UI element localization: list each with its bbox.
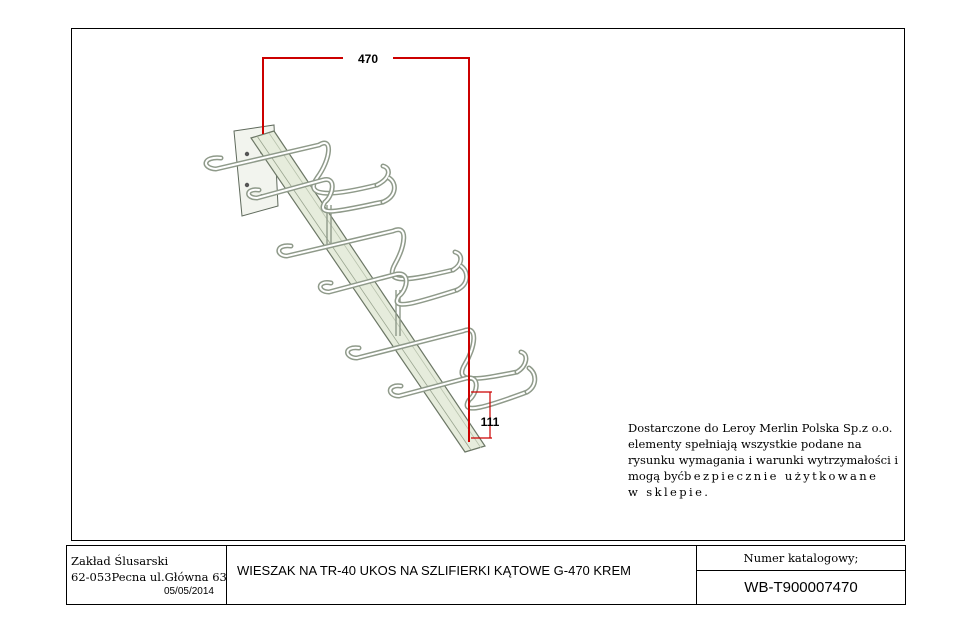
technical-drawing: 470 111 <box>203 52 538 453</box>
note-line-5: w sklepie. <box>628 485 711 499</box>
drawing-date: 05/05/2014 <box>163 586 214 597</box>
note-line-2: elementy spełniają wszystkie podane na <box>628 437 862 451</box>
dimension-470: 470 <box>262 52 470 442</box>
compliance-note: Dostarczone do Leroy Merlin Polska Sp.z … <box>628 420 908 500</box>
hanger-middle <box>276 227 469 307</box>
catalog-number: WB-T900007470 <box>744 579 858 596</box>
dimension-470-label: 470 <box>358 52 378 66</box>
description-cell: WIESZAK NA TR-40 UKOS NA SZLIFIERKI KĄTO… <box>227 546 697 604</box>
note-line-3: rysunku wymagania i warunki wytrzymałośc… <box>628 453 899 467</box>
hanger-top <box>203 140 397 214</box>
product-description: WIESZAK NA TR-40 UKOS NA SZLIFIERKI KĄTO… <box>237 563 631 578</box>
company-cell: Zakład Ślusarski 62-053Pecna ul.Główna 6… <box>67 546 227 604</box>
dimension-111-label: 111 <box>481 415 500 429</box>
drawing-frame <box>71 28 905 541</box>
catalog-label: Numer katalogowy; <box>697 546 905 571</box>
company-address: 62-053Pecna ul.Główna 63 <box>71 570 227 584</box>
title-block: Zakład Ślusarski 62-053Pecna ul.Główna 6… <box>66 545 906 605</box>
wire-hangers <box>203 140 538 411</box>
note-line-4a: mogą być <box>628 469 685 483</box>
note-line-4: mogą byćbezpiecznie użytkowane <box>628 468 908 484</box>
company-name: Zakład Ślusarski <box>71 554 169 568</box>
hanger-bottom <box>345 327 538 411</box>
dimension-111: 111 <box>471 391 500 439</box>
note-line-1: Dostarczone do Leroy Merlin Polska Sp.z … <box>628 421 893 435</box>
note-line-4b: bezpiecznie użytkowane <box>684 469 879 483</box>
catalog-cell: Numer katalogowy; WB-T900007470 <box>697 546 905 604</box>
